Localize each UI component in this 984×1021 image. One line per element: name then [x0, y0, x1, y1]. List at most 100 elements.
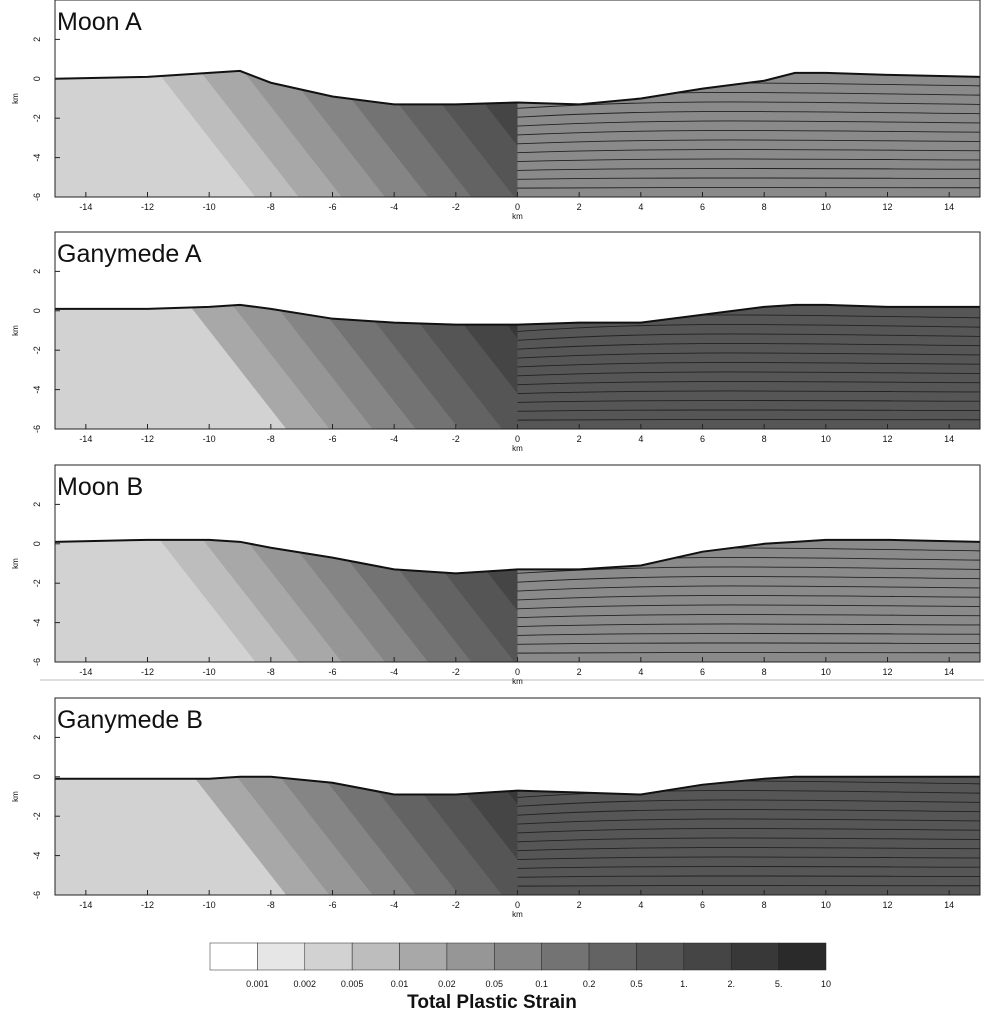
y-tick-label: -4	[32, 852, 42, 860]
tracer-line	[517, 371, 980, 377]
tracer-line	[517, 419, 980, 421]
y-tick-label: 0	[32, 76, 42, 81]
y-axis-label: km	[11, 791, 20, 802]
colorbar-box	[209, 942, 258, 971]
tracer-line	[517, 400, 980, 403]
colorbar-tick-label: 0.001	[246, 979, 269, 989]
x-tick-label: -2	[452, 667, 460, 677]
x-tick-label: 8	[762, 667, 767, 677]
colorbar-box	[399, 942, 448, 971]
colorbar-box	[541, 942, 590, 971]
tracer-line	[517, 585, 980, 592]
colorbar-box	[730, 942, 779, 971]
x-tick-label: -6	[328, 900, 336, 910]
tracer-line	[517, 799, 980, 807]
x-tick-label: 4	[638, 900, 643, 910]
tracer-line	[517, 381, 980, 386]
colorbar-title: Total Plastic Strain	[407, 992, 577, 1013]
colorbar-tick-label: 5.	[775, 979, 783, 989]
panel-title: Ganymede A	[57, 240, 202, 268]
x-tick-label: 2	[577, 434, 582, 444]
tracer-line	[517, 342, 980, 350]
x-tick-label: -12	[141, 202, 154, 212]
field	[55, 539, 980, 662]
tracer-line	[517, 120, 980, 127]
x-tick-label: 12	[882, 202, 892, 212]
colorbar-tick-label: 0.1	[535, 979, 548, 989]
x-tick-label: -14	[79, 434, 92, 444]
tracer-line	[517, 139, 980, 145]
tracer-line	[517, 594, 980, 601]
y-axis-label: km	[11, 93, 20, 104]
x-tick-label: -12	[141, 900, 154, 910]
strain-band	[347, 776, 518, 895]
tracer-line	[517, 604, 980, 610]
y-tick-label: 2	[32, 37, 42, 42]
x-tick-label: -4	[390, 667, 398, 677]
x-tick-label: 4	[638, 667, 643, 677]
colorbar-box	[494, 942, 542, 971]
x-tick-label: -2	[452, 900, 460, 910]
strain-band	[434, 304, 589, 429]
colorbar-tick-label: 1.	[680, 979, 688, 989]
y-axis-label: km	[11, 325, 20, 336]
x-tick-label: 6	[700, 434, 705, 444]
tracer-line	[517, 614, 980, 619]
tracer-line	[517, 409, 980, 412]
strain-band	[347, 304, 518, 429]
panel: -14 -12 -10 -8 -6 -4 -2 0 2 4 6 8 10 12 14 -6 -4 -2 0 2 km km…	[11, 464, 981, 686]
colorbar-tick-label: 0.02	[438, 979, 456, 989]
y-tick-label: -4	[32, 154, 42, 162]
x-tick-label: -4	[390, 900, 398, 910]
x-tick-label: 12	[882, 434, 892, 444]
x-tick-label: -4	[390, 434, 398, 444]
tracer-line	[517, 187, 980, 189]
x-tick-label: 14	[944, 667, 954, 677]
x-tick-label: 8	[762, 434, 767, 444]
tracer-field	[517, 70, 980, 197]
x-tick-label: 2	[577, 667, 582, 677]
colorbar-box	[588, 942, 637, 971]
x-tick-label: -10	[203, 434, 216, 444]
colorbar-tick-label: 0.01	[391, 979, 409, 989]
x-axis-label: km	[512, 444, 523, 453]
y-tick-label: -6	[32, 891, 42, 899]
tracer-line	[517, 866, 980, 869]
y-tick-label: -6	[32, 193, 42, 201]
tracer-line	[517, 129, 980, 136]
y-tick-label: -2	[32, 812, 42, 820]
x-tick-label: -8	[267, 900, 275, 910]
y-tick-label: -4	[32, 619, 42, 627]
x-tick-label: 10	[821, 202, 831, 212]
y-tick-label: -2	[32, 114, 42, 122]
colorbar-box	[304, 942, 353, 971]
tracer-line	[517, 623, 980, 627]
tracer-line	[517, 847, 980, 852]
field	[55, 70, 980, 197]
x-tick-label: -10	[203, 900, 216, 910]
x-tick-label: -6	[328, 667, 336, 677]
tracer-line	[517, 390, 980, 394]
colorbar-box	[683, 942, 732, 971]
tracer-field	[517, 304, 980, 429]
colorbar-tick-label: 0.2	[583, 979, 596, 989]
colorbar-tick-label: 0.05	[486, 979, 504, 989]
x-tick-label: -8	[267, 202, 275, 212]
tracer-line	[517, 642, 980, 645]
x-tick-label: 2	[577, 900, 582, 910]
x-tick-label: -8	[267, 667, 275, 677]
y-tick-label: 2	[32, 269, 42, 274]
tracer-line	[517, 361, 980, 368]
tracer-line	[517, 168, 980, 171]
x-tick-label: 0	[515, 667, 520, 677]
y-tick-label: 0	[32, 308, 42, 313]
x-tick-label: 4	[638, 434, 643, 444]
x-tick-label: 6	[700, 202, 705, 212]
x-tick-label: 14	[944, 434, 954, 444]
x-tick-label: 6	[700, 900, 705, 910]
x-tick-label: -14	[79, 667, 92, 677]
x-axis-label: km	[512, 910, 523, 919]
tracer-field	[517, 539, 980, 662]
panel-title: Moon B	[57, 473, 143, 501]
